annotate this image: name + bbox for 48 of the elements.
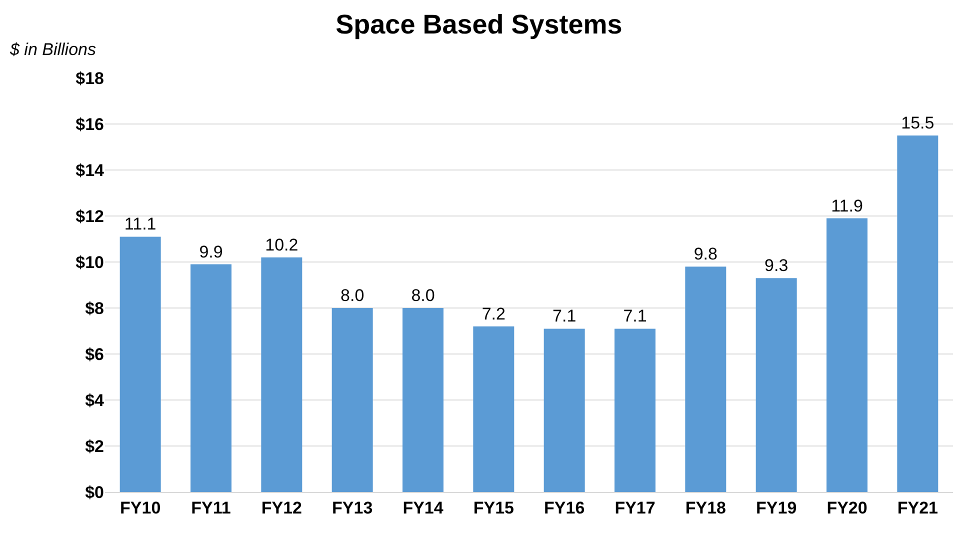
bar (261, 257, 302, 492)
bar (544, 328, 585, 492)
x-tick-label: FY20 (826, 498, 868, 518)
x-tick-label: FY21 (897, 498, 938, 518)
bar (332, 308, 373, 492)
bar (614, 328, 656, 492)
data-label: 7.1 (623, 306, 647, 326)
y-tick-label: $16 (76, 114, 104, 134)
x-tick-label: FY12 (261, 498, 302, 518)
x-tick-label: FY13 (332, 498, 373, 518)
bar (685, 266, 726, 492)
data-label: 9.9 (199, 242, 223, 262)
data-label: 8.0 (340, 286, 364, 305)
x-tick-label: FY17 (614, 498, 656, 518)
y-axis-title: $ in Billions (9, 40, 96, 59)
bar (190, 264, 232, 492)
data-label: 7.2 (482, 304, 506, 324)
x-tick-label: FY14 (402, 498, 444, 518)
y-tick-label: $12 (76, 206, 104, 226)
y-tick-label: $2 (85, 436, 104, 456)
bar (897, 136, 938, 492)
y-tick-label: $4 (85, 390, 105, 410)
bar (826, 218, 868, 492)
data-label: 8.0 (411, 286, 435, 305)
y-tick-label: $18 (76, 68, 104, 88)
y-tick-label: $0 (85, 482, 104, 502)
data-label: 9.3 (764, 256, 788, 276)
data-label: 10.2 (265, 235, 298, 254)
bar (120, 236, 161, 492)
data-label: 9.8 (694, 244, 718, 264)
data-label: 7.1 (552, 306, 576, 326)
bar (402, 308, 444, 492)
x-tick-label: FY11 (191, 498, 231, 518)
x-tick-label: FY16 (544, 498, 585, 518)
y-tick-label: $6 (85, 344, 104, 364)
bar (756, 278, 797, 492)
y-tick-label: $10 (76, 252, 104, 272)
y-tick-label: $8 (85, 298, 104, 318)
data-label: 15.5 (901, 114, 934, 132)
x-tick-label: FY18 (685, 498, 726, 518)
chart-title: Space Based Systems (336, 9, 622, 40)
y-tick-label: $14 (76, 160, 105, 180)
data-label: 11.1 (124, 214, 156, 234)
data-label: 11.9 (831, 196, 863, 216)
x-tick-label: FY10 (120, 498, 161, 518)
x-tick-label: FY15 (473, 498, 514, 518)
x-tick-label: FY19 (756, 498, 797, 518)
bar (473, 326, 514, 492)
